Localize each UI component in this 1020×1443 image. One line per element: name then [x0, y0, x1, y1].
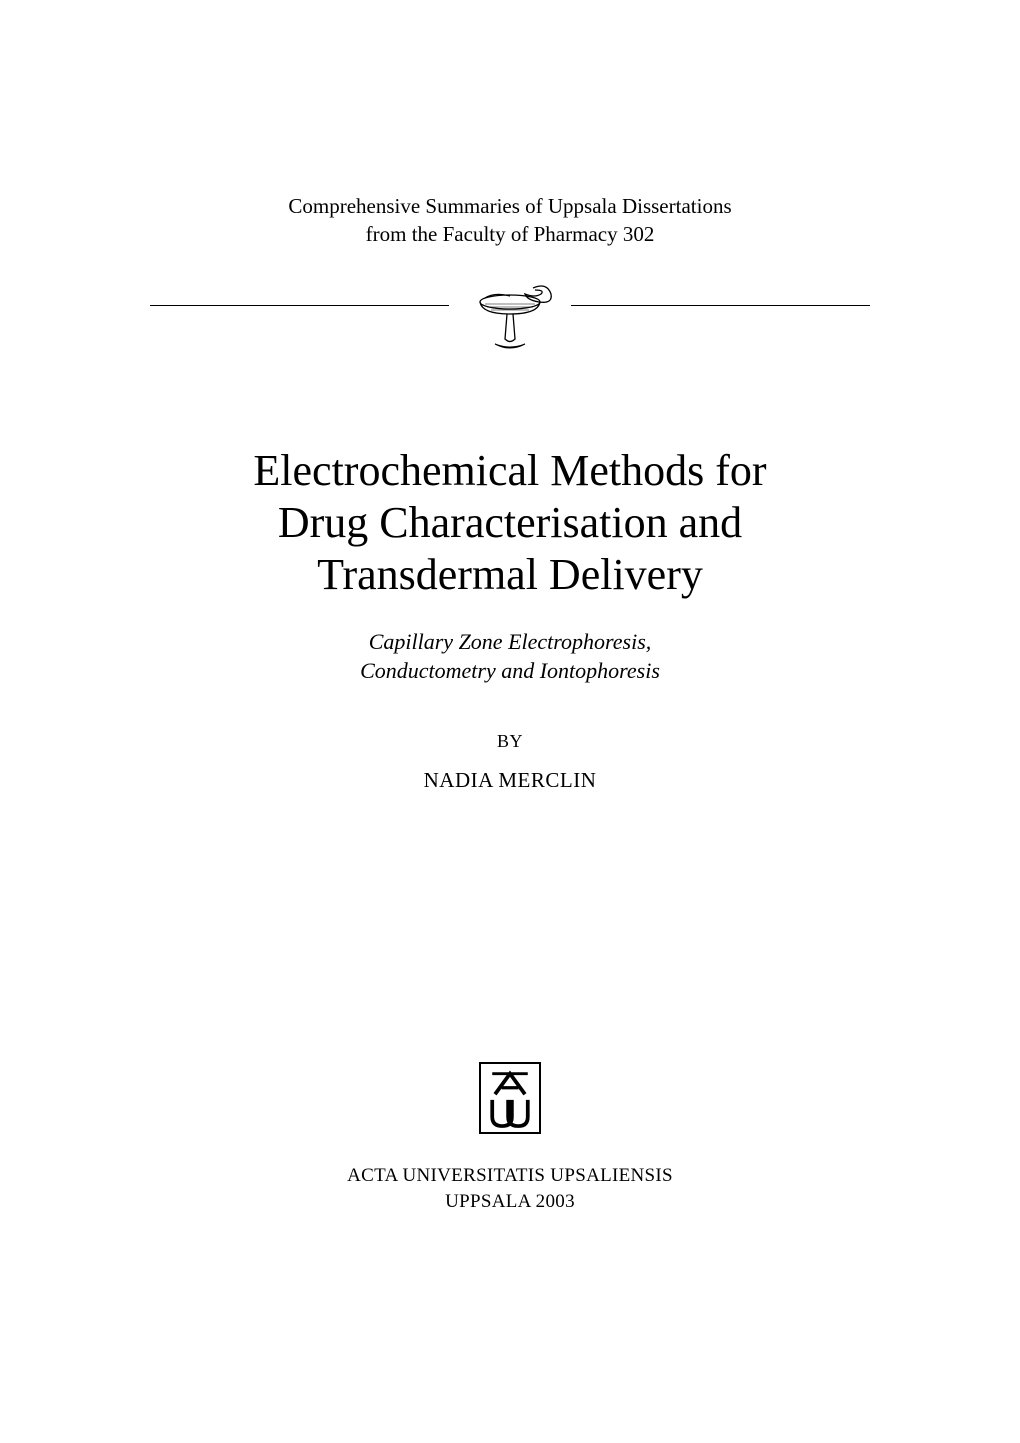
- publisher-block: ACTA UNIVERSITATIS UPSALIENSIS UPPSALA 2…: [0, 1062, 1020, 1213]
- main-title: Electrochemical Methods for Drug Charact…: [0, 445, 1020, 601]
- title-line-2: Drug Characterisation and: [278, 498, 742, 547]
- pharmacy-emblem-icon: [455, 284, 565, 359]
- title-block: Electrochemical Methods for Drug Charact…: [0, 445, 1020, 793]
- by-label: BY: [0, 731, 1020, 752]
- title-page: Comprehensive Summaries of Uppsala Disse…: [0, 0, 1020, 1443]
- divider-rule-right: [571, 305, 870, 306]
- publisher-place-year: UPPSALA 2003: [0, 1191, 1020, 1213]
- series-line-2: from the Faculty of Pharmacy 302: [0, 220, 1020, 248]
- emblem-divider-row: [150, 285, 870, 345]
- subtitle-line-1: Capillary Zone Electrophoresis,: [369, 629, 652, 654]
- series-line-1: Comprehensive Summaries of Uppsala Disse…: [0, 192, 1020, 220]
- publisher-name: ACTA UNIVERSITATIS UPSALIENSIS: [0, 1165, 1020, 1187]
- title-line-1: Electrochemical Methods for: [253, 446, 766, 495]
- subtitle-line-2: Conductometry and Iontophoresis: [360, 658, 660, 683]
- subtitle: Capillary Zone Electrophoresis, Conducto…: [0, 627, 1020, 686]
- series-info: Comprehensive Summaries of Uppsala Disse…: [0, 192, 1020, 249]
- divider-rule-left: [150, 305, 449, 306]
- title-line-3: Transdermal Delivery: [317, 550, 703, 599]
- uppsala-university-logo-icon: [479, 1062, 541, 1134]
- author-name: NADIA MERCLIN: [0, 768, 1020, 793]
